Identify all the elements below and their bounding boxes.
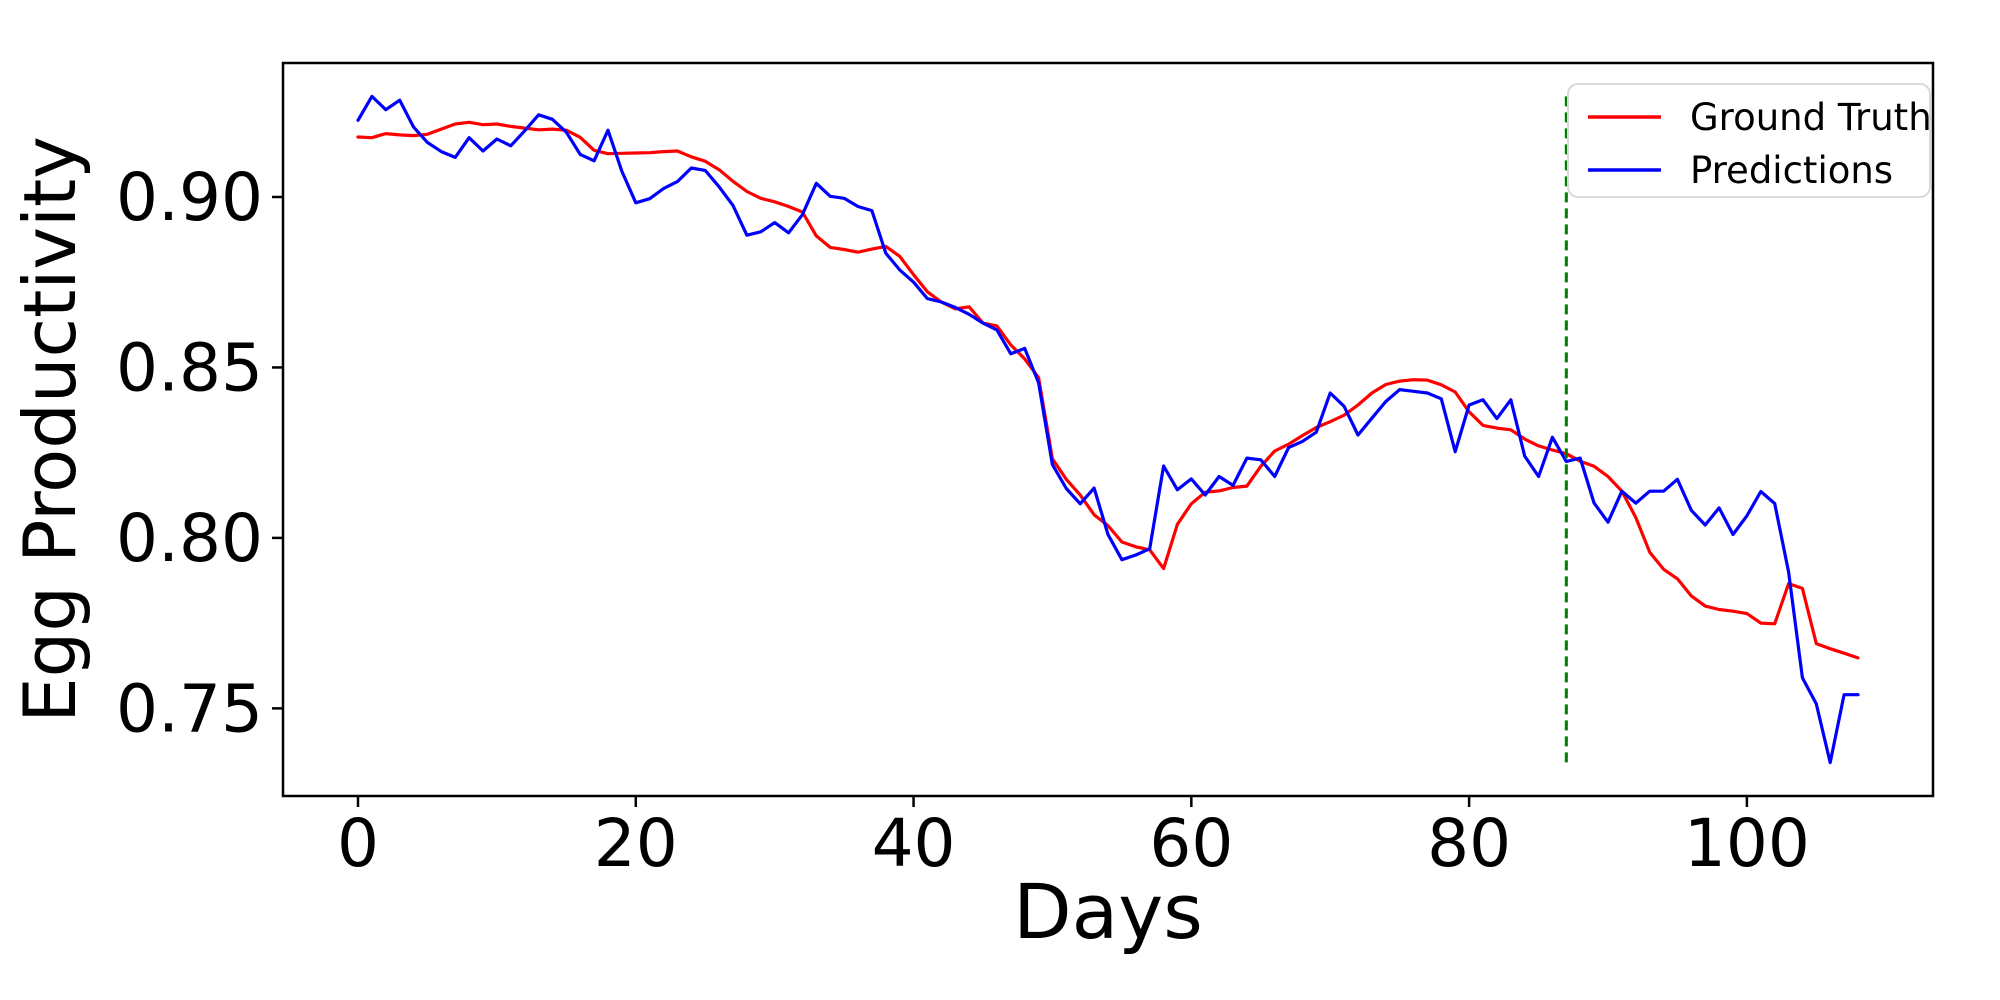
x-tick-label: 0 xyxy=(337,805,379,882)
x-tick-label: 20 xyxy=(594,805,678,882)
y-tick-label: 0.80 xyxy=(116,500,263,577)
y-tick-label: 0.75 xyxy=(116,670,263,747)
y-tick-label: 0.90 xyxy=(116,159,263,236)
predictions-line xyxy=(356,94,1860,765)
legend: Ground Truth Predictions xyxy=(1567,83,1932,198)
x-tick-label: 60 xyxy=(1149,805,1233,882)
x-tick-label: 100 xyxy=(1684,805,1810,882)
ground-truth-line xyxy=(356,120,1860,660)
series-group xyxy=(356,94,1860,765)
legend-label-ground-truth: Ground Truth xyxy=(1690,96,1932,139)
x-axis-ticks: 0 20 40 60 80 100 xyxy=(337,796,1810,882)
y-axis-ticks: 0.90 0.85 0.80 0.75 xyxy=(116,159,283,747)
x-tick-label: 80 xyxy=(1427,805,1511,882)
x-tick-label: 40 xyxy=(872,805,956,882)
y-axis-label: Egg Productivity xyxy=(8,136,92,723)
x-axis-label: Days xyxy=(1013,867,1203,956)
y-tick-label: 0.85 xyxy=(116,329,263,406)
legend-label-predictions: Predictions xyxy=(1690,149,1893,192)
